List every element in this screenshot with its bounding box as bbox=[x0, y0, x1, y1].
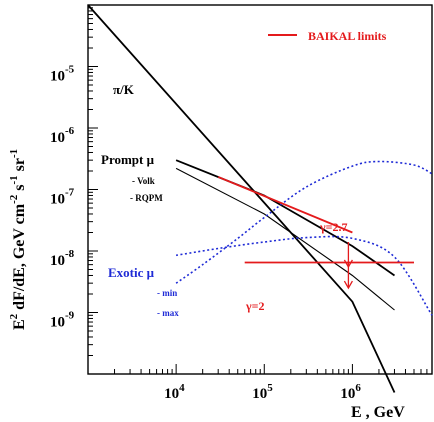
x-tick-label: 104 bbox=[164, 382, 185, 402]
x-axis-title: E , GeV bbox=[351, 404, 405, 421]
y-tick-label-base: 10 bbox=[50, 253, 65, 269]
plot-frame bbox=[87, 4, 433, 375]
annotation-exotic: Exotic μ bbox=[108, 265, 155, 280]
annotation-max: - max bbox=[157, 308, 179, 318]
y-tick-label-exp: -5 bbox=[65, 64, 75, 76]
x-tick-label: 105 bbox=[252, 382, 273, 402]
series-line bbox=[175, 160, 433, 284]
axis-ticks bbox=[87, 7, 433, 375]
y-tick-label-exp: -7 bbox=[65, 187, 75, 199]
y-tick-label-exp: -8 bbox=[65, 248, 75, 260]
series-line bbox=[175, 159, 396, 277]
annotation-volk: - Volk bbox=[132, 176, 155, 186]
y-tick-label-base: 10 bbox=[50, 315, 65, 331]
series-line bbox=[87, 4, 396, 393]
series-layer bbox=[87, 4, 433, 393]
y-tick-label-base: 10 bbox=[50, 130, 65, 146]
x-tick-label-base: 10 bbox=[340, 386, 355, 402]
x-tick-label-base: 10 bbox=[252, 386, 267, 402]
y-tick-label-base: 10 bbox=[50, 192, 65, 208]
y-tick-label-base: 10 bbox=[50, 69, 65, 85]
y-title-sup1: 2 bbox=[8, 313, 20, 319]
x-tick-label-exp: 5 bbox=[267, 382, 273, 394]
y-tick-label: 10-6 bbox=[50, 125, 75, 146]
y-title-s: s bbox=[11, 184, 28, 194]
y-tick-label: 10-5 bbox=[50, 64, 75, 85]
y-tick-label: 10-8 bbox=[50, 248, 75, 269]
y-title-sup3: -1 bbox=[8, 175, 20, 184]
y-title-sup4: -1 bbox=[8, 149, 20, 158]
series-line bbox=[175, 167, 395, 311]
x-tick-label: 106 bbox=[340, 382, 361, 402]
x-tick-label-base: 10 bbox=[164, 386, 179, 402]
legend-label-baikal: BAIKAL limits bbox=[308, 29, 387, 43]
y-title-mid: dF/dE, GeV cm bbox=[11, 203, 28, 314]
series-line bbox=[175, 235, 433, 316]
annotation-rqpm: - RQPM bbox=[130, 193, 163, 203]
y-title-sup2: -2 bbox=[8, 194, 20, 204]
annotation-gamma27: γ=2.7 bbox=[319, 220, 347, 234]
series-line bbox=[217, 176, 353, 234]
y-tick-label-exp: -6 bbox=[65, 125, 75, 137]
y-title-sr: sr bbox=[11, 158, 28, 175]
limit-arrow-head bbox=[343, 280, 353, 290]
y-title-e: E bbox=[11, 319, 28, 330]
y-tick-label-exp: -9 bbox=[65, 310, 75, 322]
x-tick-label-exp: 6 bbox=[355, 382, 361, 394]
annotation-gamma2: γ=2 bbox=[245, 299, 264, 313]
y-tick-label: 10-9 bbox=[50, 310, 75, 331]
annotation-prompt: Prompt μ bbox=[101, 152, 155, 167]
annotation-min: - min bbox=[157, 288, 177, 298]
y-axis-title: E2 dF/dE, GeV cm-2 s-1 sr-1 bbox=[8, 149, 28, 330]
x-tick-label-exp: 4 bbox=[179, 382, 185, 394]
annotation-pik: π/K bbox=[113, 82, 135, 97]
y-tick-label: 10-7 bbox=[50, 187, 75, 208]
